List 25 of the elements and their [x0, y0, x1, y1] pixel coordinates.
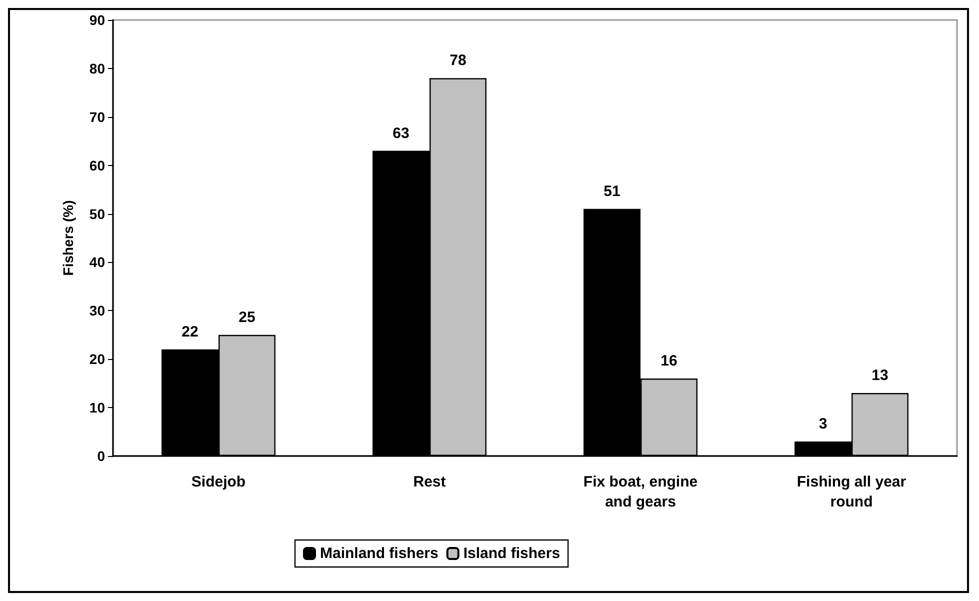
data-label: 22 [182, 323, 198, 340]
y-tick-label: 30 [89, 302, 106, 319]
x-tick-label: Rest [413, 474, 446, 490]
y-tick-label: 10 [89, 400, 106, 416]
y-tick-label: 80 [89, 60, 106, 76]
y-tick-label: 0 [97, 448, 106, 464]
data-label: 25 [238, 308, 256, 326]
y-axis-title: Fishers (%) [60, 200, 76, 276]
y-tick-label: 60 [89, 157, 106, 174]
data-label: 13 [872, 367, 888, 384]
y-tick-label: 50 [89, 206, 106, 222]
data-label: 63 [392, 124, 410, 142]
y-tick-label: 90 [89, 12, 106, 28]
legend-label: Mainland fishers [320, 545, 438, 562]
data-label: 3 [818, 415, 828, 432]
y-tick-label: 40 [89, 254, 106, 270]
y-tick-label: 20 [89, 351, 106, 368]
data-label: 78 [450, 52, 466, 70]
y-tick-label: 70 [89, 108, 106, 125]
x-tick-label: Fix boat, engine and gears [583, 474, 698, 510]
data-label: 51 [604, 182, 620, 200]
data-label: 16 [660, 352, 678, 370]
legend-label: Island fishers [463, 545, 560, 562]
x-tick-label: Fishing all year round [796, 474, 906, 510]
x-tick-label: Sidejob [191, 474, 246, 490]
